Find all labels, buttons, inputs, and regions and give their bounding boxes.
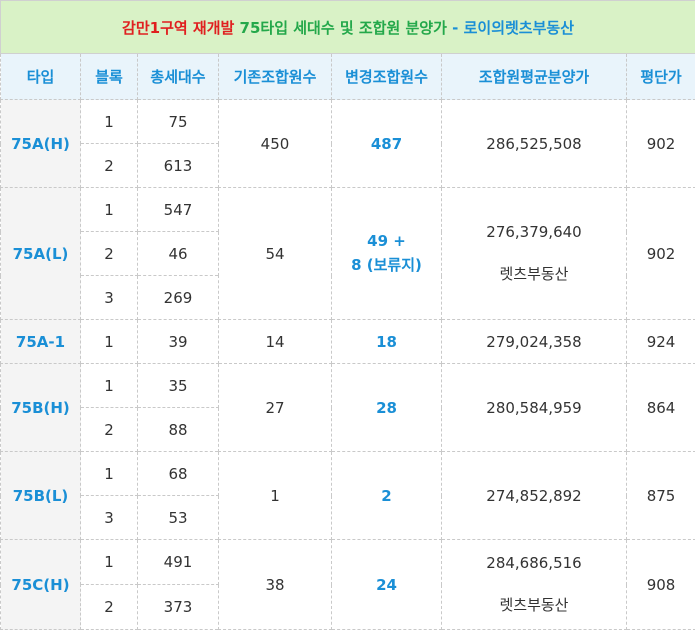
- existing-members-cell: 27: [218, 363, 332, 452]
- avg-price-cell: 279,024,358: [441, 319, 627, 364]
- block-cell: 1: [80, 451, 138, 496]
- title-part-project: 감만1구역 재개발: [122, 18, 235, 37]
- price-per-pyeong-cell: 875: [625, 451, 695, 540]
- header-existing-members: 기존조합원수: [218, 53, 332, 100]
- changed-members-cell: 24: [331, 539, 442, 630]
- table-row: 75B(L) 1 68 1 2 274,852,892 875: [0, 451, 695, 540]
- type-cell: 75A(L): [0, 187, 81, 320]
- watermark-text: 렛츠부동산: [499, 265, 569, 283]
- units-cell: 547: [137, 187, 219, 232]
- block-cell: 3: [80, 495, 138, 540]
- units-cell: 613: [137, 143, 219, 188]
- title-part-subject: 75타입 세대수 및 조합원 분양가: [239, 18, 447, 37]
- units-cell: 35: [137, 363, 219, 408]
- changed-members-cell: 487: [331, 99, 442, 188]
- header-block: 블록: [80, 53, 138, 100]
- type-cell: 75B(L): [0, 451, 81, 540]
- table-row: 75B(H) 1 35 27 28 280,584,959 864: [0, 363, 695, 452]
- avg-price-cell: 286,525,508: [441, 99, 627, 188]
- existing-members-cell: 54: [218, 187, 332, 320]
- units-cell: 75: [137, 99, 219, 144]
- units-cell: 68: [137, 451, 219, 496]
- type-cell: 75C(H): [0, 539, 81, 630]
- type-cell: 75B(H): [0, 363, 81, 452]
- block-cell: 1: [80, 187, 138, 232]
- table-row: 75A(L) 1 547 54 49 + 8 (보류지) 276,379,640…: [0, 187, 695, 320]
- changed-members-cell: 49 + 8 (보류지): [331, 187, 442, 320]
- changed-members-cell: 28: [331, 363, 442, 452]
- block-cell: 1: [80, 539, 138, 585]
- avg-price-cell: 280,584,959: [441, 363, 627, 452]
- table-row: 2 46: [1, 231, 695, 276]
- header-row: 타입 블록 총세대수 기존조합원수 변경조합원수 조합원평균분양가 평단가: [0, 53, 695, 100]
- table-row: 75A(H) 1 75 450 487 286,525,508 902: [0, 99, 695, 188]
- type-cell: 75A(H): [0, 99, 81, 188]
- header-type: 타입: [0, 53, 81, 100]
- existing-members-cell: 38: [218, 539, 332, 630]
- block-cell: 3: [80, 275, 138, 320]
- price-per-pyeong-cell: 924: [625, 319, 695, 364]
- units-cell: 88: [137, 407, 219, 452]
- existing-members-cell: 14: [218, 319, 332, 364]
- block-cell: 1: [80, 99, 138, 144]
- avg-price-value: 276,379,640: [486, 223, 582, 241]
- table-row: 3 269: [1, 275, 695, 320]
- price-per-pyeong-cell: 908: [625, 539, 695, 630]
- avg-price-value: 284,686,516: [486, 554, 582, 572]
- changed-members-reserve-line: 8 (보류지): [351, 256, 422, 274]
- header-avg-price: 조합원평균분양가: [441, 53, 627, 100]
- units-cell: 53: [137, 495, 219, 540]
- table-row: 3 53: [1, 495, 695, 540]
- table-row: 2 373: [1, 584, 695, 630]
- table-row: 2 613: [1, 143, 695, 188]
- units-cell: 373: [137, 584, 219, 630]
- block-cell: 1: [80, 319, 138, 364]
- price-per-pyeong-cell: 902: [625, 187, 695, 320]
- watermark-text: 렛츠부동산: [499, 596, 569, 614]
- changed-members-cell: 2: [331, 451, 442, 540]
- block-cell: 2: [80, 407, 138, 452]
- table-row: 75C(H) 1 491 38 24 284,686,516 렛츠부동산 908: [0, 539, 695, 630]
- changed-members-line: 49 +: [367, 232, 406, 250]
- block-cell: 2: [80, 231, 138, 276]
- avg-price-cell: 284,686,516 렛츠부동산: [441, 539, 627, 630]
- table-row: 75A-1 1 39 14 18 279,024,358 924: [0, 319, 695, 364]
- header-changed-members: 변경조합원수: [331, 53, 442, 100]
- block-cell: 2: [80, 584, 138, 630]
- price-per-pyeong-cell: 864: [625, 363, 695, 452]
- title-part-author: - 로이의렛츠부동산: [452, 18, 574, 37]
- avg-price-cell: 276,379,640 렛츠부동산: [441, 187, 627, 320]
- table-row: 2 88: [1, 407, 695, 452]
- type-cell: 75A-1: [0, 319, 81, 364]
- table-title: 감만1구역 재개발 75타입 세대수 및 조합원 분양가 - 로이의렛츠부동산: [0, 0, 695, 54]
- block-cell: 2: [80, 143, 138, 188]
- header-total-units: 총세대수: [137, 53, 219, 100]
- price-per-pyeong-cell: 902: [625, 99, 695, 188]
- units-cell: 39: [137, 319, 219, 364]
- header-price-per-pyeong: 평단가: [625, 53, 695, 100]
- title-row: 감만1구역 재개발 75타입 세대수 및 조합원 분양가 - 로이의렛츠부동산: [0, 0, 695, 54]
- existing-members-cell: 450: [218, 99, 332, 188]
- units-cell: 491: [137, 539, 219, 585]
- block-cell: 1: [80, 363, 138, 408]
- avg-price-cell: 274,852,892: [441, 451, 627, 540]
- units-cell: 269: [137, 275, 219, 320]
- units-cell: 46: [137, 231, 219, 276]
- existing-members-cell: 1: [218, 451, 332, 540]
- changed-members-cell: 18: [331, 319, 442, 364]
